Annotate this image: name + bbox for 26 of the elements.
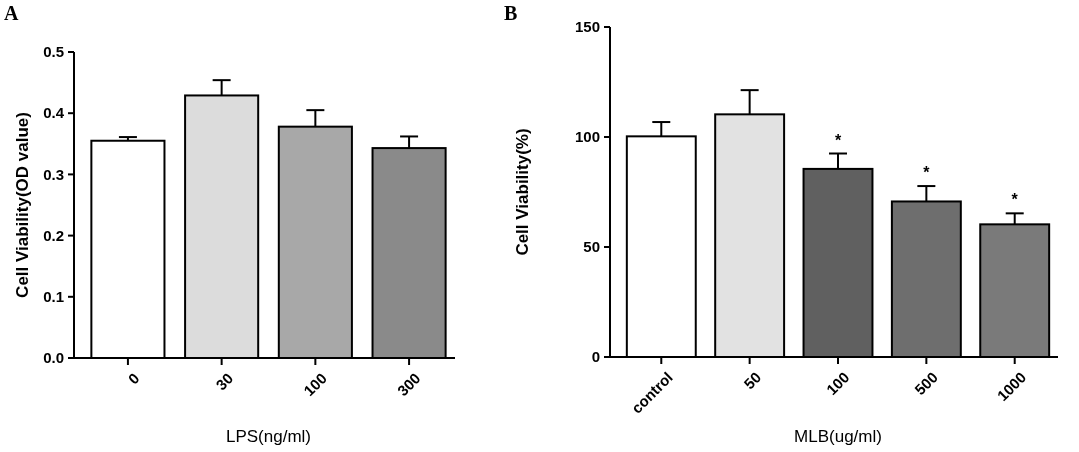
x-tick-label: 50: [740, 368, 765, 393]
annotation: *: [834, 131, 842, 149]
y-tick-label: 100: [574, 128, 600, 146]
x-tick-label: 100: [300, 369, 330, 400]
y-axis-title: Cell Viability(OD value): [13, 112, 32, 298]
x-axis-title: LPS(ng/ml): [225, 427, 312, 446]
y-tick-label: 50: [583, 238, 600, 256]
y-tick-label: 0.2: [43, 226, 64, 244]
x-tick-label: 30: [212, 369, 237, 394]
y-tick-label: 0.4: [43, 104, 65, 122]
x-tick-label: 0: [124, 369, 143, 388]
x-tick-label: 300: [393, 369, 424, 400]
y-tick-label: 0: [591, 348, 600, 366]
y-tick-label: 150: [574, 18, 600, 36]
chart-title: A: [4, 2, 19, 24]
y-tick-label: 0.0: [43, 349, 64, 367]
annotation: *: [1011, 191, 1019, 209]
x-tick-label: 500: [911, 368, 941, 399]
x-axis-title: MLB(ug/ml): [794, 427, 882, 446]
x-tick-label: 100: [822, 368, 853, 399]
annotation: *: [923, 164, 931, 182]
y-tick-label: 0.1: [43, 288, 64, 306]
chart-title: B: [504, 2, 518, 24]
y-axis-title: Cell Viability(%): [513, 128, 532, 256]
y-tick-label: 0.3: [43, 165, 64, 183]
y-tick-label: 0.5: [43, 43, 64, 61]
